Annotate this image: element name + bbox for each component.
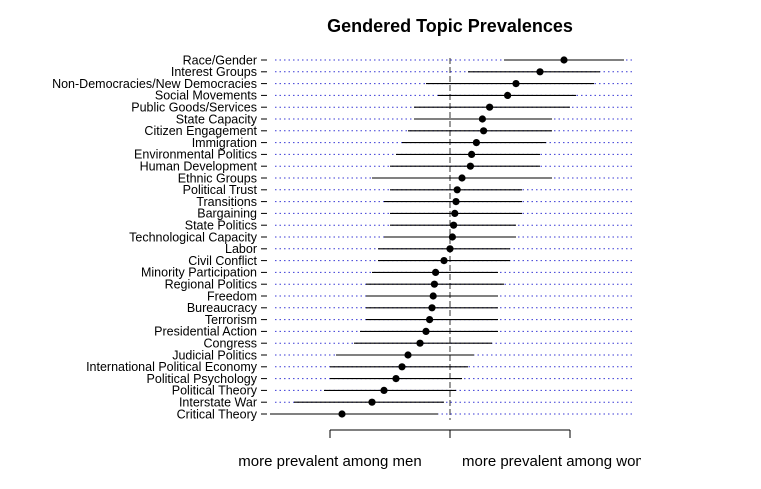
topic-label: International Political Economy	[86, 360, 258, 374]
estimate-point	[430, 280, 438, 288]
estimate-point	[468, 150, 476, 158]
topic-label: Non-Democracies/New Democracies	[52, 77, 257, 91]
estimate-point	[446, 245, 454, 253]
topic-label: Minority Participation	[141, 266, 257, 280]
topic-label: State Capacity	[176, 112, 258, 126]
topic-label: Freedom	[207, 289, 257, 303]
topic-label: Judicial Politics	[172, 348, 257, 362]
estimate-point	[453, 186, 461, 194]
topic-label: Ethnic Groups	[178, 171, 257, 185]
topic-label: Political Theory	[172, 384, 258, 398]
estimate-point	[451, 209, 459, 217]
estimate-point	[416, 339, 424, 347]
topic-label: Environmental Politics	[134, 148, 257, 162]
confidence-intervals	[270, 59, 624, 415]
estimate-point	[466, 162, 474, 170]
estimate-point	[404, 351, 412, 359]
x-axis-label-clip: more prevalent among men more prevalent …	[238, 453, 665, 470]
topic-label: Political Psychology	[147, 372, 258, 386]
estimate-point	[478, 115, 486, 123]
estimate-point	[560, 56, 568, 64]
estimate-point	[440, 257, 448, 265]
estimate-point	[512, 80, 520, 88]
estimate-point	[450, 221, 458, 229]
topic-label: Critical Theory	[177, 407, 258, 421]
topic-label: Transitions	[196, 195, 257, 209]
estimate-point	[480, 127, 488, 135]
axis-label-women: more prevalent among women	[462, 453, 665, 470]
estimate-point	[458, 174, 466, 182]
estimate-point	[422, 327, 430, 335]
topic-label: Bargaining	[197, 207, 257, 221]
estimate-point	[536, 68, 544, 76]
estimate-point	[368, 398, 376, 406]
estimate-point	[426, 316, 434, 324]
point-estimates	[338, 56, 568, 418]
topic-label: Congress	[204, 337, 258, 351]
topic-label: Political Trust	[183, 183, 258, 197]
estimate-point	[504, 91, 512, 99]
estimate-point	[392, 375, 400, 383]
topic-label: Civil Conflict	[188, 254, 257, 268]
topic-label: Race/Gender	[183, 53, 257, 67]
chart-title: Gendered Topic Prevalences	[327, 16, 573, 36]
topic-label: Bureaucracy	[187, 301, 258, 315]
topic-label: Immigration	[192, 136, 257, 150]
estimate-point	[398, 363, 406, 371]
estimate-point	[452, 198, 460, 206]
estimate-point	[429, 292, 437, 300]
topic-label: Public Goods/Services	[131, 101, 257, 115]
topic-label: Labor	[225, 242, 257, 256]
x-axis: more prevalent among men more prevalent …	[238, 429, 665, 470]
topic-label: Interest Groups	[171, 65, 257, 79]
estimate-point	[380, 386, 388, 394]
topic-label: Human Development	[140, 160, 258, 174]
topic-label: Presidential Action	[154, 325, 257, 339]
estimate-point	[338, 410, 346, 418]
estimate-point	[472, 139, 480, 147]
axis-label-men: more prevalent among men	[238, 453, 421, 470]
estimate-point	[486, 103, 494, 111]
topic-label: Social Movements	[155, 89, 257, 103]
topic-label: Regional Politics	[165, 278, 257, 292]
topic-label: Terrorism	[205, 313, 257, 327]
topic-label: Interstate War	[179, 396, 257, 410]
estimate-point	[432, 268, 440, 276]
topic-label: State Politics	[185, 219, 257, 233]
topic-label: Technological Capacity	[129, 230, 258, 244]
estimate-point	[428, 304, 436, 312]
topic-label: Citizen Engagement	[144, 124, 257, 138]
estimate-point	[448, 233, 456, 241]
